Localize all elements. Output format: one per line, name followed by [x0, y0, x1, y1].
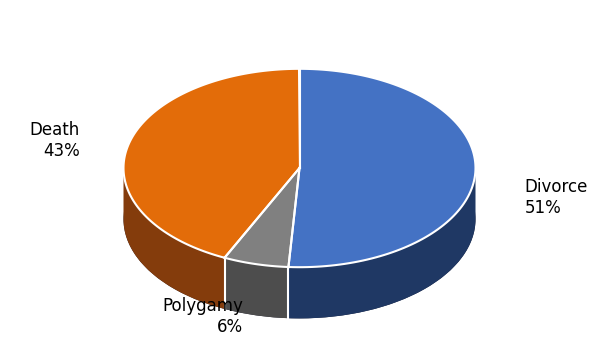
Text: Polygamy
6%: Polygamy 6%	[162, 297, 243, 336]
Polygon shape	[123, 168, 225, 309]
Text: Divorce
51%: Divorce 51%	[525, 178, 588, 217]
Text: Death
43%: Death 43%	[29, 121, 80, 160]
Polygon shape	[225, 258, 289, 318]
Polygon shape	[289, 69, 476, 267]
Polygon shape	[123, 69, 300, 258]
Polygon shape	[225, 168, 300, 267]
Polygon shape	[289, 168, 476, 319]
Ellipse shape	[123, 120, 476, 319]
